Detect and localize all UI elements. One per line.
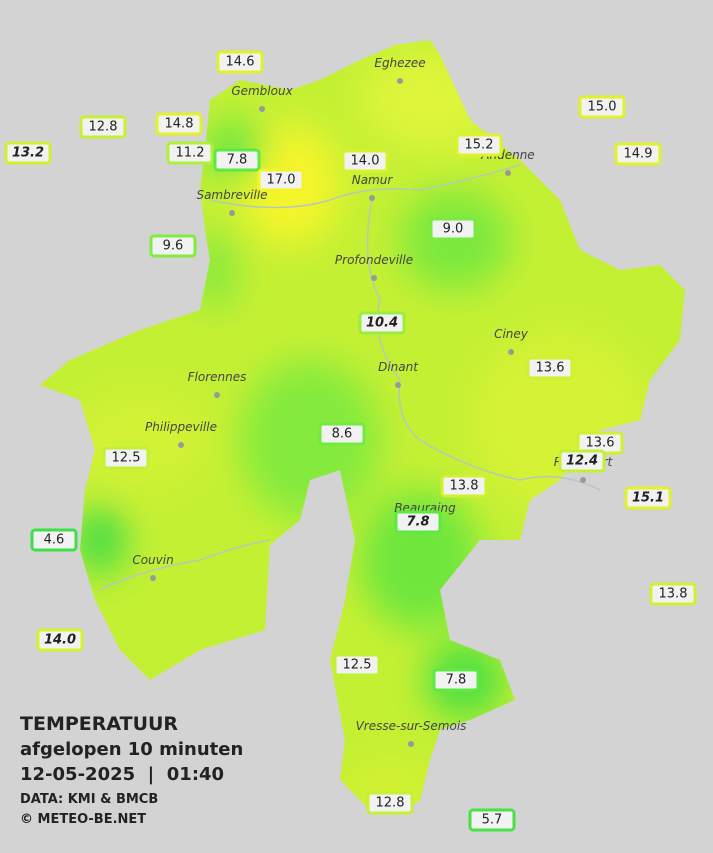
station-value: 12.5	[343, 658, 372, 673]
station-box	[333, 653, 381, 677]
datetime: 12-05-2025 | 01:40	[20, 764, 224, 785]
city-dot	[229, 210, 235, 216]
station-value: 12.5	[112, 451, 141, 466]
station-box	[257, 168, 305, 192]
city-dot	[371, 275, 377, 281]
station-value: 5.7	[482, 813, 503, 828]
station-value: 12.4	[566, 454, 598, 469]
station-box	[216, 50, 264, 74]
station-box	[432, 668, 480, 692]
city-dot	[505, 170, 511, 176]
station-box	[166, 141, 214, 165]
city-dot	[369, 195, 375, 201]
copyright: © METEO-BE.NET	[20, 812, 146, 827]
station-value: 4.6	[44, 533, 65, 548]
station-box	[468, 808, 516, 832]
city-name: Vresse-sur-Semois	[356, 719, 467, 733]
city-name: Florennes	[188, 370, 247, 384]
legend: TEMPERATUUR afgelopen 10 minuten 12-05-2…	[20, 713, 243, 827]
station-value: 9.6	[163, 239, 184, 254]
station-value: 13.8	[450, 479, 479, 494]
city-name: Eghezee	[374, 56, 425, 70]
station-value: 9.0	[443, 222, 464, 237]
station-box	[36, 628, 84, 652]
city-dot	[150, 575, 156, 581]
station-box	[624, 486, 672, 510]
station-box	[440, 474, 488, 498]
station-box	[394, 510, 442, 534]
station-value: 13.6	[536, 361, 565, 376]
station-value: 10.4	[366, 316, 398, 331]
station-value: 17.0	[267, 173, 296, 188]
station-box	[649, 582, 697, 606]
station-box	[155, 112, 203, 136]
station-value: 15.2	[465, 138, 494, 153]
station-value: 12.8	[376, 796, 405, 811]
station-box	[558, 449, 606, 473]
station-value: 7.8	[446, 673, 467, 688]
city-name: Philippeville	[145, 420, 217, 434]
city-dot	[395, 382, 401, 388]
station-value: 15.0	[588, 100, 617, 115]
station-box	[30, 528, 78, 552]
city-dot	[259, 106, 265, 112]
station-value: 11.2	[176, 146, 205, 161]
city-name: Gembloux	[231, 84, 293, 98]
city-name: Couvin	[132, 553, 173, 567]
station-box	[341, 149, 389, 173]
city-dot	[214, 392, 220, 398]
city-dot	[408, 741, 414, 747]
station-box	[366, 791, 414, 815]
station-box	[358, 311, 406, 335]
city-name: Ciney	[494, 327, 529, 341]
station-box	[4, 141, 52, 165]
station-box	[79, 115, 127, 139]
city-name: Namur	[352, 173, 394, 187]
station-value: 14.8	[165, 117, 194, 132]
station-box	[614, 142, 662, 166]
station-value: 15.1	[632, 491, 664, 506]
source: DATA: KMI & BMCB	[20, 792, 158, 807]
station-value: 14.0	[351, 154, 380, 169]
station-value: 8.6	[332, 427, 353, 442]
city-name: Dinant	[378, 360, 419, 374]
station-box	[213, 148, 261, 172]
subtitle: afgelopen 10 minuten	[20, 739, 243, 760]
city-dot	[508, 349, 514, 355]
city-dot	[580, 477, 586, 483]
city-dot	[178, 442, 184, 448]
station-box	[578, 95, 626, 119]
station-value: 7.8	[406, 515, 429, 530]
station-box	[149, 234, 197, 258]
station-value: 7.8	[227, 153, 248, 168]
station-box	[102, 446, 150, 470]
station-value: 14.6	[226, 55, 255, 70]
station-value: 14.9	[624, 147, 653, 162]
station-box	[526, 356, 574, 380]
title: TEMPERATUUR	[20, 713, 178, 735]
station-box	[429, 217, 477, 241]
city-name: Profondeville	[335, 253, 413, 267]
station-box	[318, 422, 366, 446]
city-dot	[397, 78, 403, 84]
station-box	[455, 133, 503, 157]
station-value: 13.6	[586, 436, 615, 451]
station-value: 13.2	[12, 146, 44, 161]
station-value: 13.8	[659, 587, 688, 602]
station-value: 12.8	[89, 120, 118, 135]
city-name: Sambreville	[196, 188, 267, 202]
station-value: 14.0	[44, 633, 76, 648]
